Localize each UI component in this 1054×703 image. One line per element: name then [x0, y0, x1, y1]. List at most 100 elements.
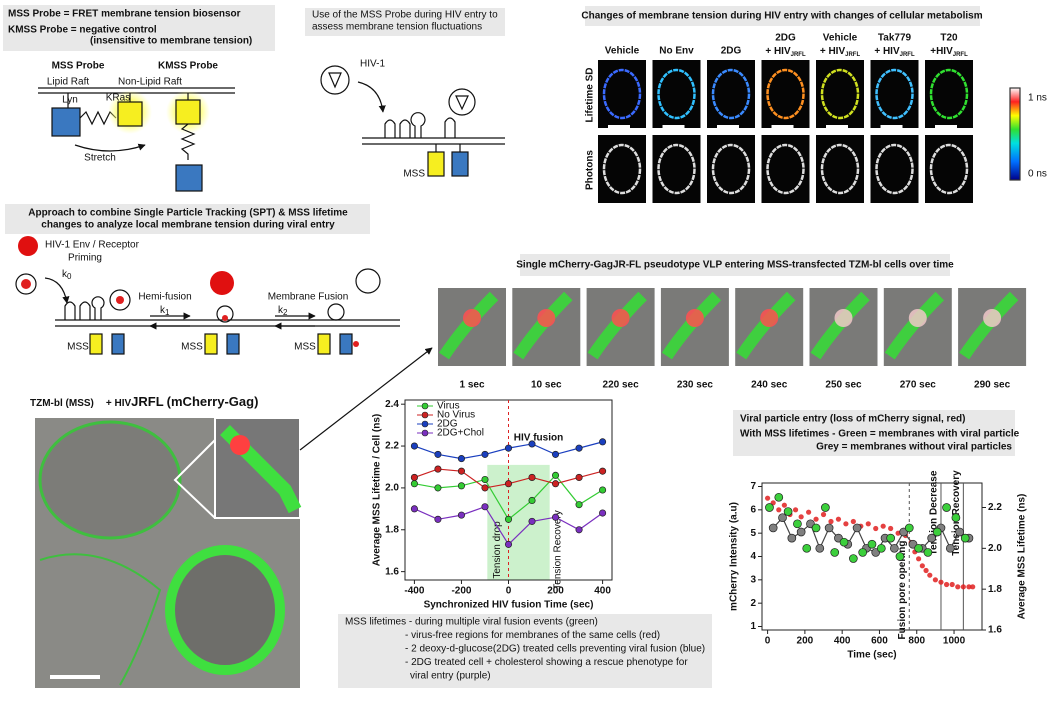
approach-label: HIV-1 Env / Receptor: [45, 240, 140, 251]
membrane-signal: [513, 291, 573, 360]
data-point: [434, 484, 442, 492]
data-point: [481, 503, 489, 511]
data-point: [824, 523, 834, 533]
probe-label: Lyn: [62, 95, 78, 106]
cell-outline: [602, 68, 642, 120]
data-point: [951, 513, 961, 523]
scale-bar: [608, 125, 630, 128]
title-part: + HIV: [106, 398, 132, 409]
highlight-label: Tension drop: [492, 521, 503, 579]
cell-outline: [766, 143, 805, 195]
membrane-signal: [587, 291, 647, 360]
probe-text: KMSS Probe = negative control: [8, 25, 157, 36]
data-point: [410, 505, 418, 513]
data-point: [916, 556, 922, 562]
cell-outline: [657, 68, 696, 120]
data-point: [434, 465, 442, 473]
y-axis-label: mCherry Intensity (a.u): [729, 502, 740, 611]
x-axis-label: Time (sec): [847, 650, 896, 661]
column-label-sub: JRFL: [900, 52, 915, 58]
data-point: [904, 523, 914, 533]
data-point: [796, 527, 806, 537]
data-point: [914, 543, 923, 553]
note-text: - 2DG treated cell + cholesterol showing…: [405, 657, 688, 668]
micrograph-title: TZM-bl (MSS) + HIVJRFL (mCherry-Gag): [30, 394, 258, 409]
rate-k: k: [62, 269, 68, 280]
data-point: [821, 503, 830, 512]
mss-label: MSS: [181, 342, 203, 353]
data-point: [888, 525, 894, 532]
approach-label: Hemi-fusion: [138, 292, 191, 303]
data-point: [867, 539, 877, 549]
data-point: [765, 503, 774, 512]
particle: [760, 309, 779, 327]
data-point: [410, 480, 418, 488]
row-label: Photons: [585, 150, 596, 190]
data-point: [781, 502, 787, 508]
x-tick-label: 200: [797, 636, 814, 647]
column-label: 2DG: [721, 46, 742, 57]
data-point: [806, 509, 812, 515]
column-label-main: + HIV: [765, 46, 791, 57]
use-title: Use of the MSS Probe during HIV entry to: [312, 10, 498, 21]
tile: [598, 60, 646, 128]
column-label: Tak779: [878, 33, 912, 44]
data-point: [793, 519, 802, 529]
scale-label: 1 ns: [1028, 93, 1047, 104]
cell-outline: [711, 143, 751, 195]
rate-sub: 0: [67, 272, 72, 281]
data-point: [599, 486, 607, 494]
time-label: 270 sec: [900, 380, 937, 391]
data-point: [764, 495, 771, 501]
column-label: Vehicle: [823, 33, 858, 44]
use-label: MSS: [403, 169, 425, 180]
rate-sub: 1: [165, 308, 170, 317]
data-point: [852, 523, 862, 533]
microscopy-tiles: [438, 60, 1027, 366]
y-tick-label: 6: [750, 504, 756, 515]
data-point: [890, 543, 899, 553]
data-point: [811, 523, 821, 533]
data-point: [932, 577, 938, 583]
x-tick-label: 400: [834, 636, 851, 647]
use-title: assess membrane tension fluctuations: [312, 22, 482, 33]
tile: [707, 135, 755, 203]
rate-label: k0: [62, 269, 72, 281]
data-point: [849, 554, 858, 563]
data-point: [966, 584, 972, 590]
cell-outline: [929, 143, 969, 195]
column-label-main: + HIV: [820, 46, 846, 57]
highlight: [487, 464, 550, 580]
x-tick-label: 600: [871, 636, 888, 647]
probe-label: MSS Probe: [52, 61, 105, 72]
row-label: Lifetime SD: [585, 67, 596, 122]
data-point: [481, 475, 489, 484]
data-point: [504, 480, 513, 488]
cell-outline: [766, 68, 805, 120]
data-point: [783, 507, 793, 516]
note-text: Viral particle entry (loss of mCherry si…: [740, 414, 965, 425]
panel-title: changes to analyze local membrane tensio…: [41, 220, 335, 231]
data-point: [876, 543, 886, 553]
data-point: [504, 444, 513, 452]
particle: [463, 309, 481, 327]
data-point: [945, 543, 955, 553]
legend-label: No Virus: [437, 410, 475, 421]
schematics: [3, 5, 1021, 688]
probe-text: (insensitive to membrane tension): [90, 36, 252, 47]
data-point: [802, 543, 812, 553]
event-label: HIV fusion: [514, 433, 563, 444]
data-point: [599, 509, 607, 517]
data-point: [839, 537, 849, 547]
data-point: [880, 523, 886, 529]
column-label: Vehicle: [605, 46, 640, 57]
cell-outline: [602, 143, 642, 195]
column-label-main: +HIV: [930, 46, 953, 57]
time-label: 220 sec: [603, 380, 640, 391]
cell-outline: [929, 68, 969, 120]
data-point: [955, 584, 961, 590]
panel-title: Changes of membrane tension during HIV e…: [581, 11, 982, 22]
title-part: (mCherry-Gag): [167, 394, 259, 409]
column-label: + HIVJRFL: [874, 46, 915, 58]
panel-title: Approach to combine Single Particle Trac…: [28, 208, 348, 219]
